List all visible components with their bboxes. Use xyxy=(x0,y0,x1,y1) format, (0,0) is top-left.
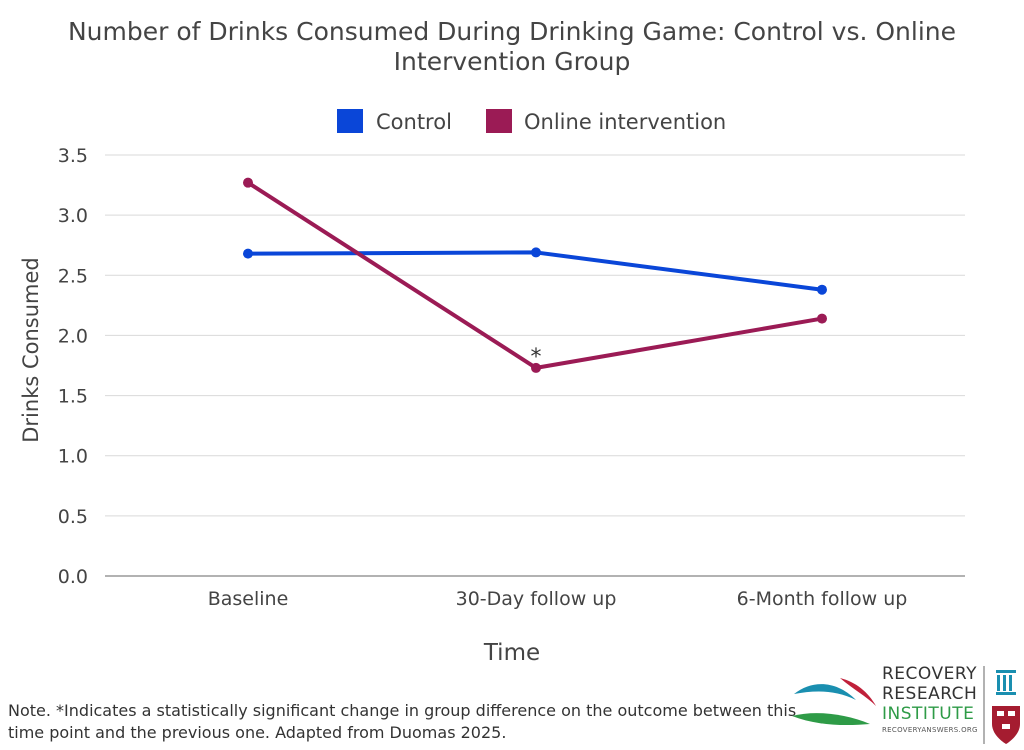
wave-swoosh-icon xyxy=(792,678,876,726)
harvard-shield-icon xyxy=(983,666,1020,744)
logo-line-3: INSTITUTE xyxy=(882,704,975,724)
data-point xyxy=(817,313,827,324)
logo-url: RECOVERYANSWERS.ORG xyxy=(882,726,978,734)
y-tick-label: 2.0 xyxy=(58,325,88,347)
significance-annotation: * xyxy=(531,345,542,370)
data-point xyxy=(531,247,541,258)
y-tick-label: 0.0 xyxy=(58,566,88,588)
x-axis-label: Time xyxy=(483,640,540,666)
y-tick-label: 1.5 xyxy=(58,386,88,408)
y-tick-label: 3.5 xyxy=(58,145,88,167)
legend-swatch xyxy=(337,109,363,133)
chart-note: Note. *Indicates a statistically signifi… xyxy=(8,701,797,742)
y-tick-label: 3.0 xyxy=(58,205,88,227)
line-chart: Number of Drinks Consumed During Drinkin… xyxy=(19,17,965,666)
y-tick-label: 1.0 xyxy=(58,446,88,468)
data-point xyxy=(817,284,827,295)
y-tick-label: 0.5 xyxy=(58,506,88,528)
y-tick-label: 2.5 xyxy=(58,265,88,287)
recovery-research-institute-logo: RECOVERY RESEARCH INSTITUTE RECOVERYANSW… xyxy=(790,664,1020,748)
chart-title-line: Number of Drinks Consumed During Drinkin… xyxy=(68,17,956,46)
legend-label: Online intervention xyxy=(524,110,726,134)
legend-swatch xyxy=(486,109,512,133)
chart-title-line: Intervention Group xyxy=(394,47,631,76)
logo-text: RECOVERY RESEARCH INSTITUTE RECOVERYANSW… xyxy=(882,664,978,734)
data-point xyxy=(243,248,253,259)
x-tick-label: 6-Month follow up xyxy=(737,588,908,610)
x-tick-label: 30-Day follow up xyxy=(456,588,617,610)
series-line xyxy=(247,250,823,292)
legend-label: Control xyxy=(376,110,452,134)
data-point xyxy=(243,177,253,188)
data-point xyxy=(531,362,541,373)
x-tick-label: Baseline xyxy=(208,588,289,610)
y-axis-label: Drinks Consumed xyxy=(19,257,43,443)
logo-line-1: RECOVERY xyxy=(882,664,977,684)
logo-line-2: RESEARCH xyxy=(882,684,978,704)
